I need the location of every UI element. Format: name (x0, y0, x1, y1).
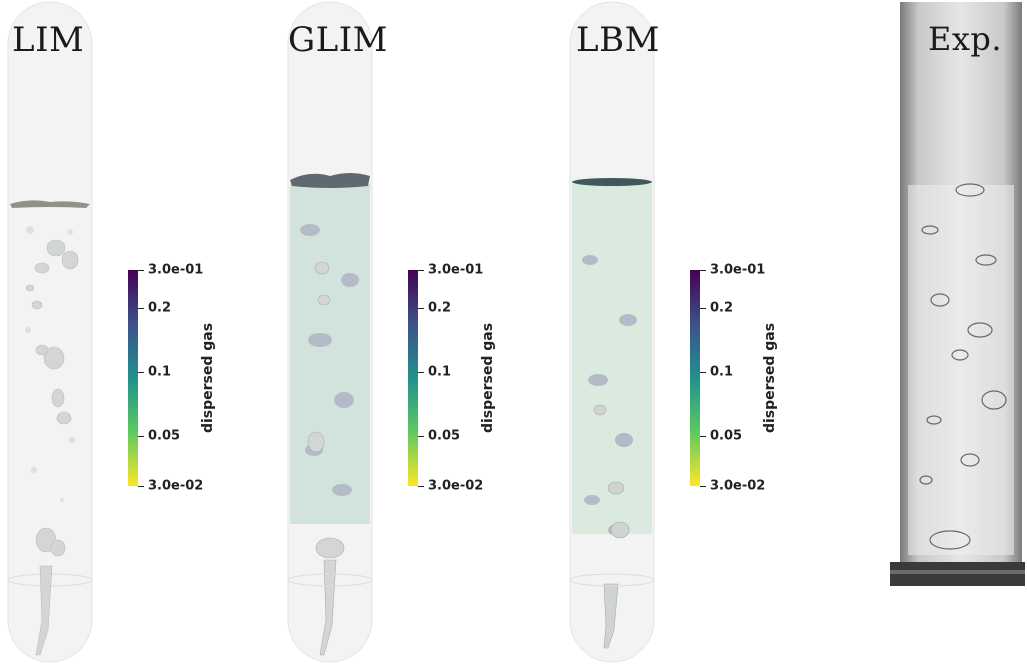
colorbar-label-0-1: 0.1 (710, 364, 734, 380)
colorbar-label-min: 3.0e-02 (710, 478, 766, 494)
colorbar-gradient (408, 270, 418, 486)
lbm-column-render (569, 1, 655, 663)
panel-glim: GLIM 3.0e-01 0.2 0.1 0.05 3.0e-02 disper… (280, 0, 510, 666)
colorbar-lim: 3.0e-01 0.2 0.1 0.05 3.0e-02 dispersed g… (128, 260, 248, 500)
colorbar-label-max: 3.0e-01 (428, 262, 484, 278)
colorbar-label-0-05: 0.05 (428, 428, 461, 444)
glim-column-render (287, 1, 373, 663)
panel-title-lbm: LBM (576, 20, 660, 60)
colorbar-label-min: 3.0e-02 (148, 478, 204, 494)
colorbar-label-max: 3.0e-01 (148, 262, 204, 278)
colorbar-lbm: 3.0e-01 0.2 0.1 0.05 3.0e-02 dispersed g… (690, 260, 810, 500)
colorbar-label-0-05: 0.05 (710, 428, 743, 444)
panel-exp: Exp. (890, 0, 1025, 666)
colorbar-label-0-1: 0.1 (428, 364, 452, 380)
colorbar-label-0-1: 0.1 (148, 364, 172, 380)
colorbar-label-0-2: 0.2 (148, 300, 172, 316)
lim-column-render (7, 1, 93, 663)
colorbar-label-0-2: 0.2 (428, 300, 452, 316)
panel-title-exp: Exp. (928, 20, 1003, 58)
experiment-photo (890, 2, 1025, 586)
colorbar-label-max: 3.0e-01 (710, 262, 766, 278)
panel-lim: LIM 3.0e-01 0.2 0.1 0.05 3.0e-02 dispers… (0, 0, 230, 666)
panel-title-lim: LIM (12, 20, 85, 60)
colorbar-label-0-2: 0.2 (710, 300, 734, 316)
colorbar-gradient (128, 270, 138, 486)
colorbar-title: dispersed gas (762, 322, 778, 434)
colorbar-gradient (690, 270, 700, 486)
colorbar-title: dispersed gas (200, 322, 216, 434)
colorbar-title: dispersed gas (480, 322, 496, 434)
panel-title-glim: GLIM (288, 20, 388, 60)
panel-lbm: LBM 3.0e-01 0.2 0.1 0.05 3.0e-02 dispers… (562, 0, 792, 666)
colorbar-label-min: 3.0e-02 (428, 478, 484, 494)
colorbar-glim: 3.0e-01 0.2 0.1 0.05 3.0e-02 dispersed g… (408, 260, 528, 500)
colorbar-label-0-05: 0.05 (148, 428, 181, 444)
